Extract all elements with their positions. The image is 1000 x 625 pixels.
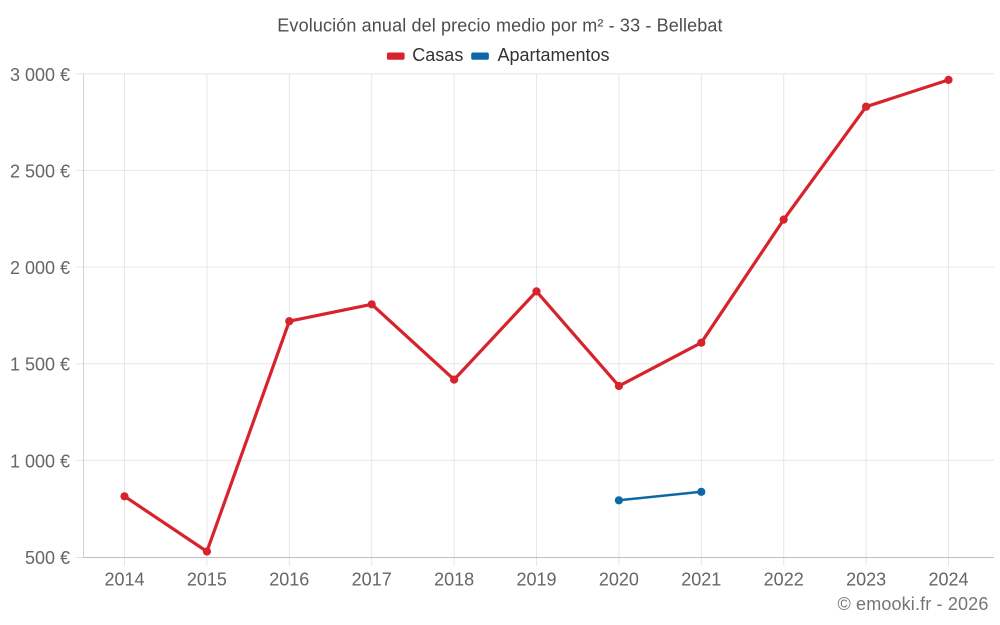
- svg-text:Evolución anual del precio med: Evolución anual del precio medio por m² …: [277, 16, 722, 36]
- svg-text:2020: 2020: [599, 570, 639, 590]
- svg-text:Apartamentos: Apartamentos: [498, 45, 610, 65]
- svg-text:Casas: Casas: [412, 45, 463, 65]
- svg-text:2 000 €: 2 000 €: [10, 258, 70, 278]
- svg-text:2023: 2023: [846, 570, 886, 590]
- svg-text:500 €: 500 €: [25, 548, 70, 568]
- svg-text:2016: 2016: [269, 570, 309, 590]
- svg-text:2 500 €: 2 500 €: [10, 161, 70, 181]
- svg-text:3 000 €: 3 000 €: [10, 65, 70, 85]
- svg-text:2017: 2017: [352, 570, 392, 590]
- svg-text:© emooki.fr - 2026: © emooki.fr - 2026: [837, 594, 988, 614]
- svg-text:2018: 2018: [434, 570, 474, 590]
- svg-text:1 500 €: 1 500 €: [10, 355, 70, 375]
- svg-text:1 000 €: 1 000 €: [10, 451, 70, 471]
- svg-text:2019: 2019: [516, 570, 556, 590]
- svg-text:2024: 2024: [928, 570, 968, 590]
- svg-text:2015: 2015: [187, 570, 227, 590]
- svg-text:2014: 2014: [104, 570, 144, 590]
- svg-text:2022: 2022: [764, 570, 804, 590]
- svg-text:2021: 2021: [681, 570, 721, 590]
